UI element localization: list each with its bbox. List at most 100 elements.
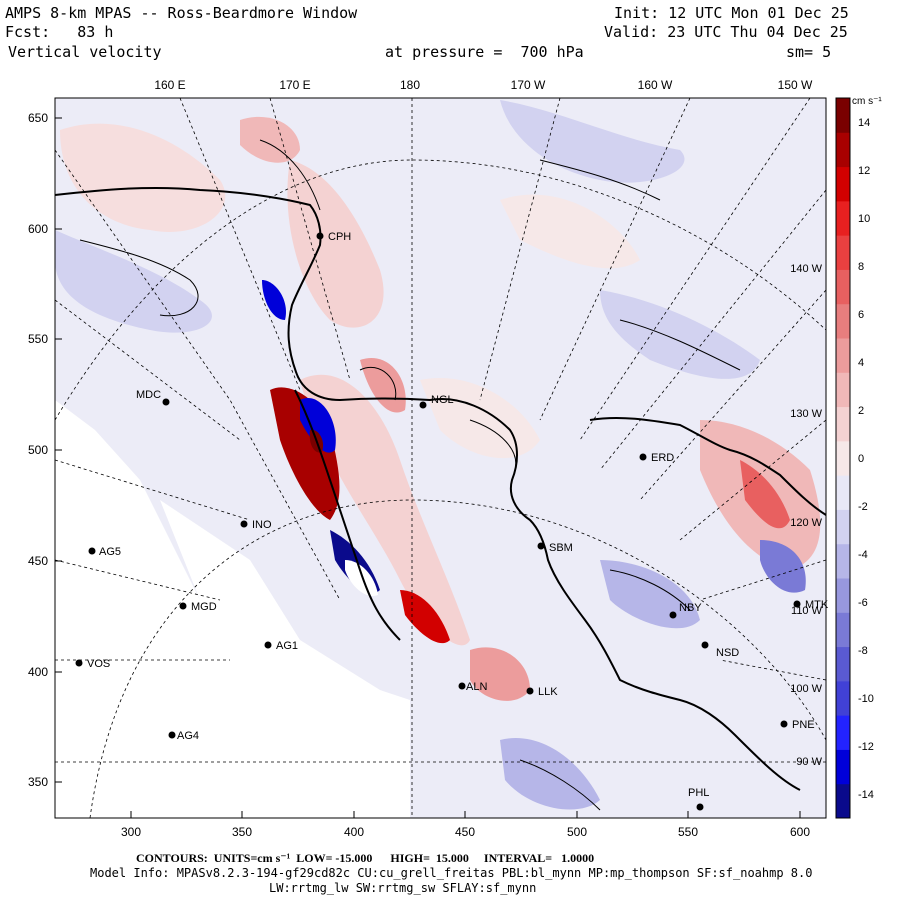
coastline: [54, 186, 827, 791]
colorbar-swatch: [836, 200, 850, 236]
colorbar-frame: [835, 97, 851, 819]
lon-label: 100 W: [790, 683, 822, 695]
station-label: INO: [252, 519, 272, 531]
station-label: SBM: [549, 542, 573, 554]
init-time: Init: 12 UTC Mon 01 Dec 25: [614, 4, 849, 22]
station-marker: ERD: [639, 452, 674, 464]
colorbar-swatch: [836, 98, 850, 133]
lon-label: 130 W: [790, 408, 822, 420]
colorbar-swatch: [836, 749, 850, 785]
station-label: AG1: [276, 640, 298, 652]
upward-motion-area: [470, 647, 530, 701]
y-tick-label: 350: [28, 775, 48, 789]
longitude-labels-inner: 140 W 130 W 120 W 110 W 100 W 90 W: [790, 263, 822, 768]
y-tick-label: 550: [28, 332, 48, 346]
x-tick-label: 600: [790, 825, 810, 839]
upward-motion-area: [740, 460, 790, 529]
station-marker: PHL: [688, 787, 709, 811]
station-label: AG4: [177, 730, 199, 742]
colorbar-swatch: [836, 338, 850, 373]
forecast-label: Fcst: 83 h: [5, 23, 114, 41]
station-marker: MDC: [136, 389, 170, 406]
station-marker: NSD: [701, 641, 739, 659]
colorbar-swatch: [836, 543, 850, 579]
model-info-physics: LW:rrtmg_lw SW:rrtmg_sw SFLAY:sf_mynn: [269, 881, 537, 895]
x-axis: 300 350 400 450 500 550 600: [121, 811, 810, 839]
strong-downdraft-band: [300, 398, 336, 453]
station-label: PHL: [688, 787, 709, 799]
colorbar-swatch: [836, 715, 850, 750]
x-tick-label: 300: [121, 825, 141, 839]
station-label: MDC: [136, 389, 161, 401]
station-label: MTK: [805, 599, 829, 611]
station-marker: SBM: [537, 542, 573, 554]
colorbar-swatch: [836, 578, 850, 613]
colorbar-tick-label: 6: [858, 309, 864, 321]
station-label: NSD: [716, 647, 739, 659]
y-tick-label: 450: [28, 554, 48, 568]
stations: CPH MDC NGL ERD SBM INO AG5 MGD AG1 VOS …: [75, 231, 829, 811]
colorbar-tick-label: -10: [858, 693, 874, 705]
downward-motion-area: [600, 560, 700, 629]
lon-label: 90 W: [796, 756, 822, 768]
colorbar-swatch: [836, 269, 850, 305]
y-axis: 650 600 550 500 450 400 350: [28, 111, 62, 789]
colorbar-tick-label: -6: [858, 597, 868, 609]
lon-label: 180: [400, 78, 420, 92]
station-marker: AG4: [168, 730, 199, 742]
station-label: NGL: [431, 394, 454, 406]
upward-motion-area: [500, 194, 640, 269]
downward-motion-area: [760, 540, 806, 593]
station-label: CPH: [328, 231, 351, 243]
colorbar-swatch: [836, 680, 850, 716]
downward-motion-area: [600, 290, 760, 379]
x-tick-label: 550: [678, 825, 698, 839]
station-label: ERD: [651, 452, 674, 464]
lon-label: 120 W: [790, 517, 822, 529]
station-label: ALN: [466, 681, 487, 693]
lon-label: 170 E: [279, 78, 310, 92]
lon-label: 160 E: [154, 78, 185, 92]
colorbar: [835, 97, 851, 819]
y-tick-label: 400: [28, 665, 48, 679]
station-marker: AG1: [264, 640, 298, 652]
station-label: VOS: [87, 658, 110, 670]
station-marker: AG5: [88, 546, 121, 558]
downward-motion-area: [500, 100, 685, 183]
y-tick-label: 600: [28, 222, 48, 236]
valid-time: Valid: 23 UTC Thu 04 Dec 25: [604, 23, 848, 41]
upward-motion-area: [420, 378, 540, 459]
colorbar-tick-label: -2: [858, 501, 868, 513]
contour-lines: [79, 139, 741, 811]
colorbar-swatch: [836, 372, 850, 408]
x-tick-label: 400: [344, 825, 364, 839]
colorbar-tick-label: -8: [858, 645, 868, 657]
station-marker: LLK: [526, 686, 558, 698]
plot-frame: [54, 97, 827, 819]
colorbar-swatch: [836, 303, 850, 339]
x-tick-label: 450: [455, 825, 475, 839]
station-marker: CPH: [316, 231, 351, 243]
lon-label: 170 W: [511, 78, 546, 92]
colorbar-swatch: [836, 612, 850, 648]
colorbar-tick-label: 8: [858, 261, 864, 273]
colorbar-ticks: 14 12 10 8 6 4 2 0 -2 -4 -6 -8 -10 -12 -14: [858, 117, 874, 801]
lon-label: 150 W: [778, 78, 813, 92]
colorbar-swatch: [836, 440, 850, 476]
station-marker: INO: [240, 519, 272, 531]
colorbar-swatch: [836, 475, 850, 510]
station-marker: PNE: [780, 719, 815, 731]
colorbar-swatch: [836, 406, 850, 442]
lon-label: 160 W: [638, 78, 673, 92]
smoothing-value: sm= 5: [786, 43, 832, 61]
colorbar-tick-label: 10: [858, 213, 870, 225]
station-label: AG5: [99, 546, 121, 558]
station-label: MGD: [191, 601, 217, 613]
colorbar-swatch: [836, 166, 850, 202]
y-tick-label: 500: [28, 443, 48, 457]
no-data-region: [55, 400, 360, 818]
colorbar-tick-label: -14: [858, 789, 874, 801]
station-label: PNE: [792, 719, 815, 731]
no-data-region-2: [160, 500, 410, 818]
